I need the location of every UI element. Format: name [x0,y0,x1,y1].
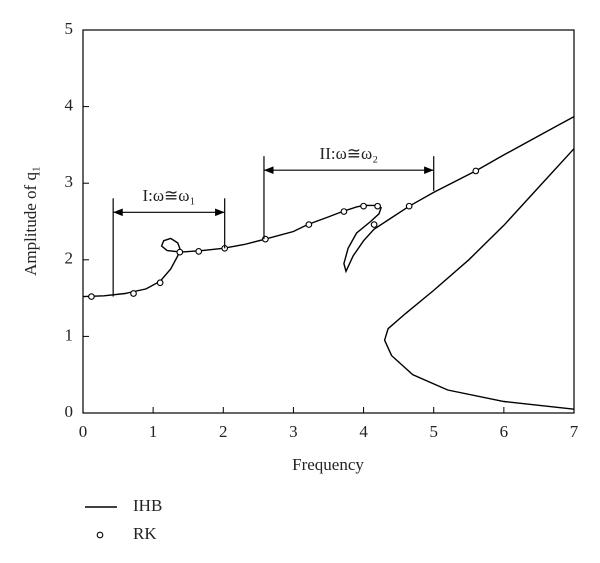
x-tick-label: 6 [500,422,509,441]
rk-point [156,279,164,287]
x-tick-label: 4 [359,422,368,441]
legend-label: IHB [133,496,162,515]
rk-point [360,202,367,210]
annotation: II:ω≅ω₂ [320,144,379,163]
y-tick-label: 2 [65,249,74,268]
x-tick-label: 5 [429,422,438,441]
x-axis-label: Frequency [292,455,364,474]
rk-point [176,248,184,256]
y-tick-label: 4 [65,96,74,115]
rk-point [88,293,95,300]
rk-point [374,202,381,210]
x-tick-label: 1 [149,422,158,441]
y-tick-label: 1 [65,325,74,344]
rk-point [305,221,313,228]
plot-frame [82,29,575,414]
y-tick-label: 5 [65,19,74,38]
rk-point [370,221,378,228]
x-tick-label: 0 [79,422,88,441]
y-axis-label: Amplitude of q₁ [21,166,40,276]
x-tick-label: 2 [219,422,228,441]
rk-point [130,290,137,297]
annotation: I:ω≅ω₁ [142,186,195,205]
rk-point [340,208,348,215]
rk-point [472,167,480,175]
y-tick-label: 0 [65,402,74,421]
rk-point [195,248,203,255]
x-tick-label: 7 [570,422,579,441]
legend-label: RK [133,524,157,543]
x-tick-label: 3 [289,422,298,441]
legend-marker [96,531,104,539]
rk-point [405,202,413,210]
y-tick-label: 3 [65,172,74,191]
